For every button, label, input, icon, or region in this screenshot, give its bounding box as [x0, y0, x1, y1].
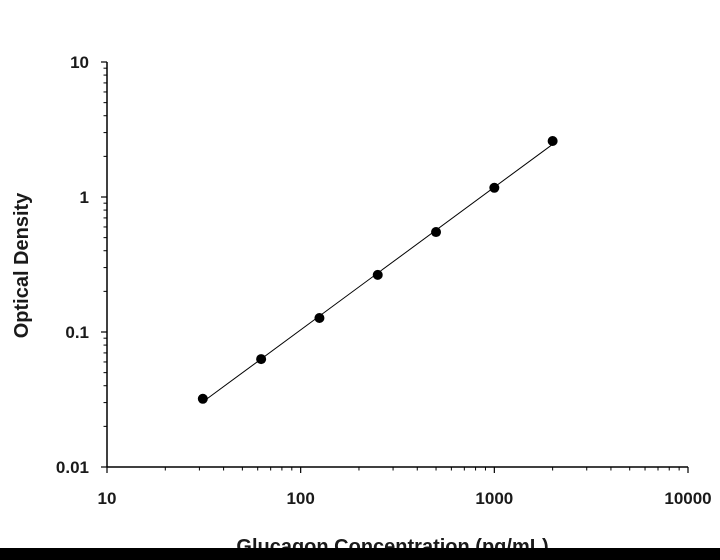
y-axis-title: Optical Density	[11, 192, 33, 338]
y-tick-label: 10	[70, 53, 89, 72]
y-tick-label: 0.01	[56, 458, 89, 477]
data-point	[256, 354, 267, 365]
x-tick-label: 10000	[664, 489, 711, 508]
x-tick-label: 100	[286, 489, 314, 508]
y-tick-label: 1	[80, 188, 89, 207]
data-point	[314, 312, 325, 323]
x-tick-label: 10	[98, 489, 117, 508]
data-points	[197, 135, 558, 404]
chart-axes	[106, 62, 688, 468]
bottom-edge-bar	[0, 548, 720, 560]
data-point	[372, 269, 383, 280]
y-tick-label: 0.1	[65, 323, 89, 342]
x-tick-label: 1000	[475, 489, 513, 508]
tick-labels: 10 100 1000 10000 0.01 0.1 1 10	[56, 53, 712, 508]
tick-marks	[101, 61, 689, 473]
data-point	[431, 227, 442, 238]
data-point	[547, 135, 558, 146]
data-point	[489, 182, 500, 193]
data-point	[197, 393, 208, 404]
